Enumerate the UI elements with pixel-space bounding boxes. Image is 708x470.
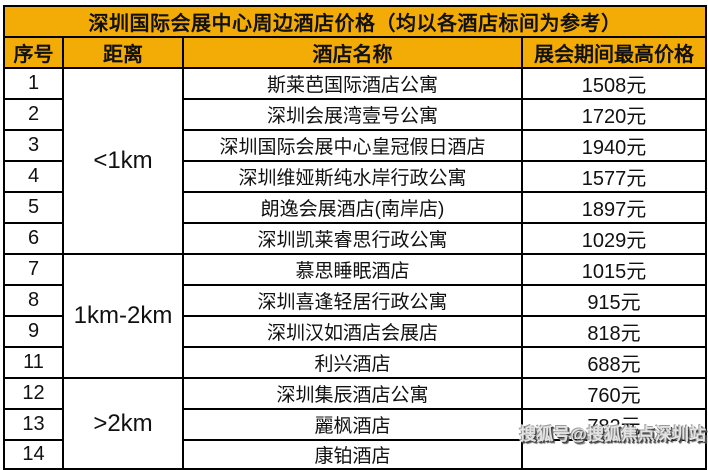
serial-cell: 1 — [3, 67, 64, 100]
serial-cell: 6 — [3, 222, 64, 255]
column-header-serial: 序号 — [3, 36, 64, 69]
hotel-name-cell: 深圳喜逢轻居行政公寓 — [182, 284, 523, 317]
page-title: 深圳国际会展中心周边酒店价格（均以各酒店标间为参考） — [3, 5, 707, 38]
serial-cell: 8 — [3, 284, 64, 317]
price-cell — [521, 439, 707, 470]
hotel-name-cell: 深圳汉如酒店会展店 — [182, 315, 523, 348]
hotel-name-cell: 利兴酒店 — [182, 346, 523, 379]
column-header-hotel-name: 酒店名称 — [182, 36, 523, 69]
hotel-price-table-wrapper: 深圳国际会展中心周边酒店价格（均以各酒店标间为参考） 序号 距离 酒店名称 展会… — [3, 5, 707, 470]
serial-cell: 12 — [3, 377, 64, 410]
price-cell: 1577元 — [521, 160, 707, 193]
hotel-name-cell: 麗枫酒店 — [182, 408, 523, 441]
price-cell: 782元 — [521, 408, 707, 441]
price-cell: 1508元 — [521, 67, 707, 100]
hotel-name-cell: 深圳会展湾壹号公寓 — [182, 98, 523, 131]
hotel-name-cell: 深圳维娅斯纯水岸行政公寓 — [182, 160, 523, 193]
table-row: 12 >2km 深圳集辰酒店公寓 760元 — [3, 377, 707, 470]
table-row: 7 1km-2km 慕思睡眠酒店 1015元 — [3, 253, 707, 379]
table-row: 1 <1km 斯莱芭国际酒店公寓 1508元 — [3, 67, 707, 255]
price-cell: 818元 — [521, 315, 707, 348]
serial-cell: 14 — [3, 439, 64, 470]
price-cell: 688元 — [521, 346, 707, 379]
price-cell: 1720元 — [521, 98, 707, 131]
hotel-name-cell: 朗逸会展酒店(南岸店) — [182, 191, 523, 224]
serial-cell: 5 — [3, 191, 64, 224]
table-title-row: 深圳国际会展中心周边酒店价格（均以各酒店标间为参考） — [3, 5, 707, 38]
serial-cell: 3 — [3, 129, 64, 162]
serial-cell: 2 — [3, 98, 64, 131]
serial-cell: 11 — [3, 346, 64, 379]
column-header-max-price: 展会期间最高价格 — [521, 36, 707, 69]
hotel-name-cell: 深圳凯莱睿思行政公寓 — [182, 222, 523, 255]
hotel-name-cell: 深圳国际会展中心皇冠假日酒店 — [182, 129, 523, 162]
serial-cell: 7 — [3, 253, 64, 286]
price-cell: 1015元 — [521, 253, 707, 286]
distance-cell: 1km-2km — [62, 253, 184, 379]
price-cell: 915元 — [521, 284, 707, 317]
hotel-name-cell: 慕思睡眠酒店 — [182, 253, 523, 286]
price-cell: 1940元 — [521, 129, 707, 162]
table-header-row: 序号 距离 酒店名称 展会期间最高价格 — [3, 36, 707, 69]
serial-cell: 9 — [3, 315, 64, 348]
table-row: 13 麗枫酒店 782元 — [3, 408, 707, 441]
price-cell: 1897元 — [521, 191, 707, 224]
hotel-price-table: 深圳国际会展中心周边酒店价格（均以各酒店标间为参考） 序号 距离 酒店名称 展会… — [3, 5, 707, 470]
column-header-distance: 距离 — [62, 36, 184, 69]
serial-cell: 4 — [3, 160, 64, 193]
distance-cell: >2km — [62, 377, 184, 470]
hotel-name-cell: 康铂酒店 — [182, 439, 523, 470]
hotel-name-cell: 深圳集辰酒店公寓 — [182, 377, 523, 410]
distance-cell: <1km — [62, 67, 184, 255]
hotel-name-cell: 斯莱芭国际酒店公寓 — [182, 67, 523, 100]
price-cell: 1029元 — [521, 222, 707, 255]
serial-cell: 13 — [3, 408, 64, 441]
table-row: 2 深圳会展湾壹号公寓 1720元 — [3, 98, 707, 131]
price-cell: 760元 — [521, 377, 707, 410]
